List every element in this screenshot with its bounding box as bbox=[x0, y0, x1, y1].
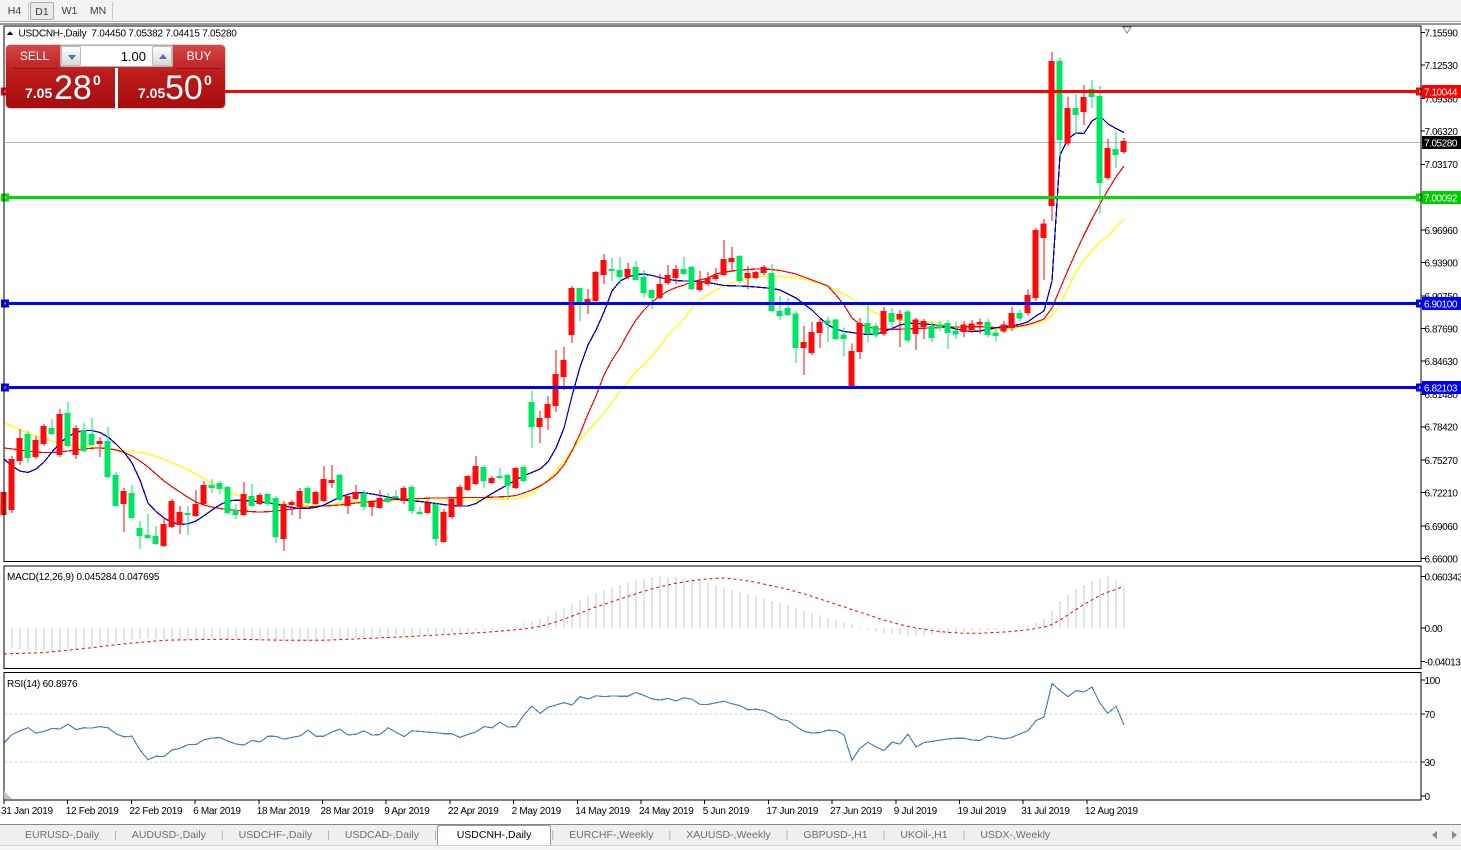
svg-text:7.12530: 7.12530 bbox=[1425, 61, 1459, 72]
svg-text:0: 0 bbox=[1425, 792, 1431, 803]
svg-text:70: 70 bbox=[1425, 710, 1436, 721]
svg-text:9 Jul 2019: 9 Jul 2019 bbox=[894, 806, 938, 817]
svg-text:14 May 2019: 14 May 2019 bbox=[575, 806, 630, 817]
svg-text:6 Mar 2019: 6 Mar 2019 bbox=[193, 806, 241, 817]
svg-text:30: 30 bbox=[1425, 758, 1436, 769]
svg-text:100: 100 bbox=[1425, 676, 1441, 687]
svg-text:USDCNH-,Daily 7.04450 7.05382: USDCNH-,Daily 7.04450 7.05382 7.04415 7.… bbox=[19, 29, 238, 40]
svg-text:MACD(12,26,9) 0.045284 0.04769: MACD(12,26,9) 0.045284 0.047695 bbox=[7, 572, 160, 583]
svg-text:6.78420: 6.78420 bbox=[1425, 423, 1459, 434]
svg-text:6.69060: 6.69060 bbox=[1425, 522, 1459, 533]
svg-text:6.96960: 6.96960 bbox=[1425, 226, 1459, 237]
svg-text:6.90100: 6.90100 bbox=[1424, 299, 1458, 310]
svg-text:9 Apr 2019: 9 Apr 2019 bbox=[384, 806, 430, 817]
svg-text:-0.040136: -0.040136 bbox=[1425, 657, 1461, 668]
svg-text:6.81480: 6.81480 bbox=[1425, 390, 1459, 401]
svg-text:7.15590: 7.15590 bbox=[1425, 29, 1459, 40]
svg-text:0.00: 0.00 bbox=[1425, 624, 1444, 635]
svg-text:19 Jul 2019: 19 Jul 2019 bbox=[958, 806, 1007, 817]
svg-text:7.05280: 7.05280 bbox=[1424, 138, 1458, 149]
svg-text:22 Apr 2019: 22 Apr 2019 bbox=[448, 806, 499, 817]
svg-text:18 Mar 2019: 18 Mar 2019 bbox=[257, 806, 311, 817]
svg-text:5 Jun 2019: 5 Jun 2019 bbox=[703, 806, 750, 817]
svg-text:7.00092: 7.00092 bbox=[1424, 193, 1458, 204]
svg-text:0.060343: 0.060343 bbox=[1425, 572, 1461, 583]
svg-text:22 Feb 2019: 22 Feb 2019 bbox=[129, 806, 183, 817]
svg-text:RSI(14) 60.8976: RSI(14) 60.8976 bbox=[7, 679, 78, 690]
svg-text:24 May 2019: 24 May 2019 bbox=[639, 806, 694, 817]
svg-text:6.82103: 6.82103 bbox=[1424, 383, 1458, 394]
svg-text:7.06320: 7.06320 bbox=[1425, 127, 1459, 138]
svg-text:17 Jun 2019: 17 Jun 2019 bbox=[766, 806, 818, 817]
svg-text:7.09380: 7.09380 bbox=[1425, 94, 1459, 105]
svg-text:12 Feb 2019: 12 Feb 2019 bbox=[66, 806, 120, 817]
svg-text:28 Mar 2019: 28 Mar 2019 bbox=[321, 806, 375, 817]
svg-text:2 May 2019: 2 May 2019 bbox=[512, 806, 562, 817]
svg-text:7.03170: 7.03170 bbox=[1425, 160, 1459, 171]
svg-text:6.87690: 6.87690 bbox=[1425, 324, 1459, 335]
svg-text:12 Aug 2019: 12 Aug 2019 bbox=[1085, 806, 1139, 817]
svg-text:7.10044: 7.10044 bbox=[1424, 87, 1458, 98]
svg-text:27 Jun 2019: 27 Jun 2019 bbox=[830, 806, 882, 817]
svg-text:6.66000: 6.66000 bbox=[1425, 554, 1459, 565]
svg-text:31 Jan 2019: 31 Jan 2019 bbox=[1, 806, 53, 817]
svg-text:6.72210: 6.72210 bbox=[1425, 488, 1459, 499]
svg-text:31 Jul 2019: 31 Jul 2019 bbox=[1021, 806, 1070, 817]
svg-text:6.84630: 6.84630 bbox=[1425, 357, 1459, 368]
svg-text:6.93900: 6.93900 bbox=[1425, 259, 1459, 270]
svg-text:6.75270: 6.75270 bbox=[1425, 456, 1459, 467]
